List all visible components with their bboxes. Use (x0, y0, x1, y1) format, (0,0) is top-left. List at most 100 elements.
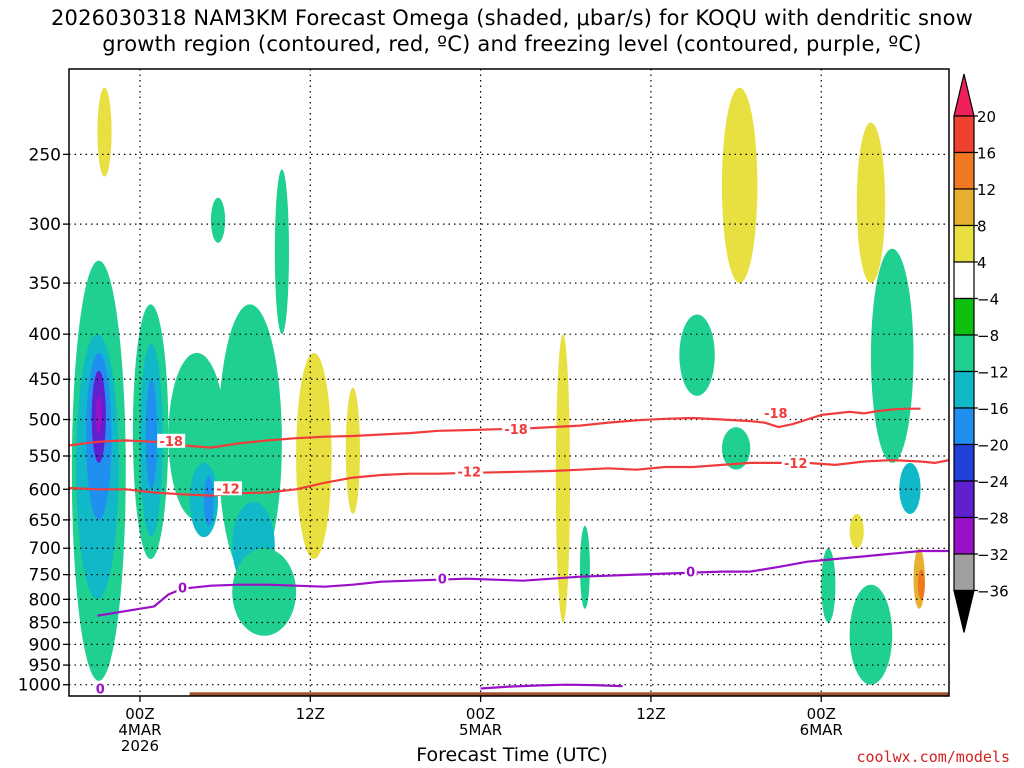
omega-region (274, 169, 289, 335)
x-tick-label: 6MAR (800, 721, 843, 739)
colorbar-label: −20 (977, 437, 1009, 455)
omega-region (579, 525, 590, 609)
y-tick-label: 900 (29, 635, 61, 655)
colorbar-segment (953, 224, 975, 263)
contour-label: -18 (159, 435, 183, 450)
x-tick-label: 12Z (296, 705, 325, 723)
y-tick-label: 250 (29, 145, 61, 165)
colorbar-segment (953, 443, 975, 482)
omega-region (849, 584, 893, 685)
x-tick-label: 12Z (636, 705, 665, 723)
plot-frame (68, 68, 950, 697)
omega-region (189, 462, 219, 538)
y-tick-label: 300 (29, 215, 61, 235)
omega-region (721, 427, 751, 470)
contour-line-0 (97, 549, 949, 617)
colorbar-segment (953, 261, 975, 300)
contour-label-bg (94, 681, 107, 696)
omega-region (97, 87, 112, 177)
contour-label-bg (157, 433, 186, 448)
omega-region (679, 314, 715, 396)
contour-line--18 (69, 407, 921, 449)
omega-region (296, 352, 332, 560)
omega-region (917, 569, 925, 600)
contour-label-bg (436, 571, 449, 586)
contour-label-bg (684, 564, 697, 579)
x-tick-label: 4MAR (118, 721, 161, 739)
chart-title-line2: growth region (contoured, red, ºC) and f… (102, 32, 922, 56)
y-tick-label: 550 (29, 447, 61, 467)
colorbar-label: −16 (977, 400, 1009, 418)
omega-region (555, 334, 571, 623)
x-tick-label: 00Z (125, 705, 154, 723)
colorbar-label: −28 (977, 510, 1009, 528)
contour-label-bg (455, 464, 484, 479)
colorbar-label: −24 (977, 473, 1009, 491)
colorbar-segment (953, 115, 975, 154)
y-axis: 2503003504004505005506006507007508008509… (18, 145, 69, 696)
contour-label: -18 (764, 407, 788, 422)
contour-label: -12 (784, 457, 808, 472)
omega-region (849, 513, 864, 549)
colorbar-segment (953, 334, 975, 373)
colorbar-label: −4 (977, 291, 999, 309)
omega-region (95, 395, 102, 435)
colorbar-label: 20 (977, 108, 996, 126)
colorbar-segment (953, 407, 975, 446)
y-tick-label: 500 (29, 411, 61, 431)
omega-region (856, 122, 886, 284)
colorbar-segment (953, 480, 975, 519)
y-tick-label: 950 (29, 656, 61, 676)
omega-region (210, 197, 226, 243)
omega-region (232, 548, 297, 636)
terrain-bar (189, 692, 949, 696)
x-tick-label: 00Z (807, 705, 836, 723)
y-tick-label: 850 (29, 614, 61, 634)
colorbar-label: −36 (977, 583, 1009, 601)
y-tick-label: 800 (29, 590, 61, 610)
colorbar-label: 8 (977, 218, 987, 236)
contour-label: 0 (96, 682, 105, 697)
y-tick-label: 450 (29, 370, 61, 390)
colorbar-segment (953, 553, 975, 592)
contour-label: 0 (686, 566, 695, 581)
omega-region (821, 548, 836, 623)
y-tick-label: 350 (29, 274, 61, 294)
y-tick-label: 750 (29, 566, 61, 586)
colorbar-segment (953, 151, 975, 190)
x-axis-label: Forecast Time (UTC) (416, 744, 608, 766)
omega-region (203, 476, 214, 526)
y-tick-label: 1000 (18, 676, 61, 696)
x-tick-label: 5MAR (459, 721, 502, 739)
colorbar-label: 12 (977, 181, 996, 199)
contour-label-bg (502, 422, 531, 437)
colorbar-label: 16 (977, 145, 996, 163)
contour-label: -12 (216, 482, 240, 497)
contour-label-bg (213, 481, 242, 496)
omega-region (721, 87, 758, 284)
omega-region (145, 379, 158, 490)
y-tick-label: 400 (29, 325, 61, 345)
contour-label: 0 (438, 573, 447, 588)
y-tick-label: 700 (29, 539, 61, 559)
colorbar-label: −12 (977, 364, 1009, 382)
colorbar: 20 16 12 8 4 −4 −8 −12 −16 −20 −24 −28 −32 −36 (953, 73, 1009, 633)
contour-label-bg (781, 456, 810, 471)
colorbar-segment (953, 370, 975, 409)
colorbar-label: 4 (977, 254, 987, 272)
colorbar-label: −32 (977, 546, 1009, 564)
colorbar-bottom-arrow (953, 589, 975, 633)
omega-shading (71, 87, 925, 685)
contour-label: -12 (458, 465, 482, 480)
chart-title-line1: 2026030318 NAM3KM Forecast Omega (shaded… (50, 6, 974, 30)
contour-label-bg (761, 406, 790, 421)
omega-region (870, 248, 914, 463)
contour-label: -18 (504, 423, 528, 438)
grid-lines (69, 69, 949, 696)
contour-label: 0 (178, 582, 187, 597)
y-tick-label: 650 (29, 511, 61, 531)
credit-link[interactable]: coolwx.com/models (856, 748, 1010, 766)
colorbar-top-arrow (953, 73, 975, 117)
